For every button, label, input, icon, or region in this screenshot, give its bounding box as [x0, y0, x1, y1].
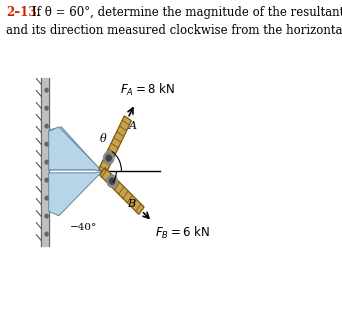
Polygon shape: [49, 127, 102, 171]
Text: $F_B = 6\ \mathrm{kN}$: $F_B = 6\ \mathrm{kN}$: [155, 225, 210, 241]
Text: A: A: [129, 121, 137, 131]
Circle shape: [45, 142, 48, 146]
Circle shape: [104, 152, 114, 164]
Polygon shape: [49, 127, 102, 171]
Circle shape: [45, 178, 48, 182]
Polygon shape: [100, 167, 144, 214]
Circle shape: [106, 155, 111, 161]
Circle shape: [107, 175, 117, 187]
Text: θ: θ: [100, 134, 106, 144]
Circle shape: [45, 124, 48, 128]
Text: $F_A = 8\ \mathrm{kN}$: $F_A = 8\ \mathrm{kN}$: [120, 82, 175, 98]
Polygon shape: [49, 171, 102, 216]
Circle shape: [109, 178, 115, 184]
Text: 2–13.: 2–13.: [6, 6, 41, 19]
Circle shape: [45, 214, 48, 218]
Circle shape: [45, 106, 48, 110]
Circle shape: [45, 196, 48, 200]
Text: and its direction measured clockwise from the horizontal.: and its direction measured clockwise fro…: [6, 24, 342, 37]
Circle shape: [45, 160, 48, 164]
Circle shape: [45, 232, 48, 236]
Bar: [41, 78, 49, 246]
Circle shape: [45, 88, 48, 92]
Text: B: B: [128, 199, 135, 209]
Text: If θ = 60°, determine the magnitude of the resultant: If θ = 60°, determine the magnitude of t…: [31, 6, 342, 19]
Text: −40°: −40°: [70, 223, 97, 232]
Polygon shape: [99, 116, 131, 174]
